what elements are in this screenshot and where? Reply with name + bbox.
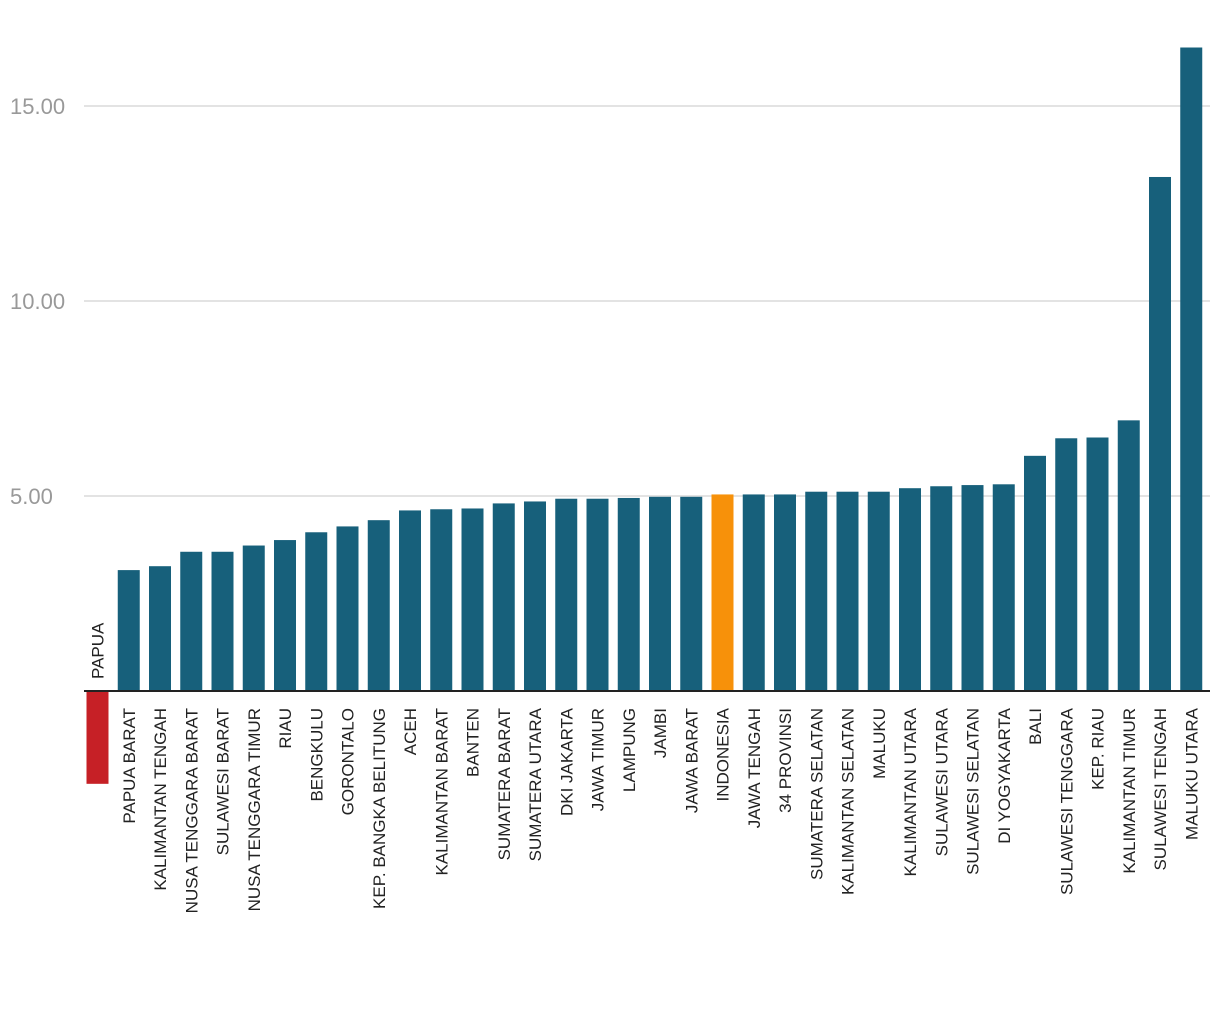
x-category-label: MALUKU UTARA <box>1182 707 1201 840</box>
bar <box>305 532 328 691</box>
bar <box>1117 420 1140 691</box>
x-category-label: SUMATERA BARAT <box>495 708 514 860</box>
x-category-label: JAWA BARAT <box>682 708 701 813</box>
gridlines <box>84 105 1210 497</box>
x-category-label: JAMBI <box>651 708 670 758</box>
x-category-label: KALIMANTAN UTARA <box>901 707 920 876</box>
y-axis-ticks: 5.00 10.00 15.00 <box>10 94 65 509</box>
x-category-label: SULAWESI TENGAH <box>1151 708 1170 870</box>
x-category-label: RIAU <box>276 708 295 749</box>
bar <box>992 484 1015 691</box>
x-category-label: MALUKU <box>870 708 889 779</box>
bar <box>711 494 734 691</box>
x-category-label: PAPUA <box>89 622 108 679</box>
bar <box>680 496 703 691</box>
x-category-label: SUMATERA SELATAN <box>807 708 826 880</box>
x-category-label: KALIMANTAN SELATAN <box>839 708 858 895</box>
x-category-label: SULAWESI BARAT <box>214 708 233 855</box>
bar <box>1086 437 1109 691</box>
bar <box>430 509 453 691</box>
bar <box>461 508 484 691</box>
bar <box>961 485 984 691</box>
bar <box>617 497 640 691</box>
x-category-label: BANTEN <box>464 708 483 777</box>
bar <box>242 545 265 691</box>
x-category-label: KALIMANTAN BARAT <box>432 708 451 876</box>
x-category-label: BALI <box>1026 708 1045 745</box>
bar <box>899 488 921 691</box>
bar <box>367 520 390 691</box>
bar <box>1149 176 1171 692</box>
x-category-label: INDONESIA <box>714 707 733 801</box>
bar <box>492 503 515 691</box>
bar <box>742 494 765 691</box>
bar <box>774 494 796 691</box>
y-tick-label: 5.00 <box>10 484 53 509</box>
x-axis-labels: PAPUA PAPUA BARAT KALIMANTAN TENGAH NUSA TE… <box>89 622 1202 913</box>
y-tick-label: 15.00 <box>10 94 65 119</box>
y-tick-label: 10.00 <box>10 289 65 314</box>
x-category-label: JAWA TENGAH <box>745 708 764 828</box>
x-category-label: SULAWESI SELATAN <box>964 708 983 875</box>
x-category-label: KEP. RIAU <box>1089 708 1108 790</box>
bar <box>274 540 296 691</box>
bar <box>399 510 421 691</box>
bar <box>149 566 171 691</box>
x-category-label: NUSA TENGGARA TIMUR <box>245 708 264 911</box>
x-category-label: KALIMANTAN TIMUR <box>1120 708 1139 874</box>
bar <box>180 551 203 691</box>
bar <box>836 491 859 691</box>
bar <box>586 498 609 691</box>
x-category-label: ACEH <box>401 708 420 755</box>
x-category-label: 34 PROVINSI <box>776 708 795 813</box>
bar <box>867 491 890 691</box>
x-category-label: KALIMANTAN TENGAH <box>151 708 170 891</box>
bar <box>1024 455 1046 691</box>
x-category-label: PAPUA BARAT <box>120 708 139 824</box>
x-category-label: GORONTALO <box>339 708 358 815</box>
bar <box>524 501 546 691</box>
x-category-label: DKI JAKARTA <box>557 707 576 816</box>
bar <box>117 570 140 691</box>
bars <box>86 47 1203 784</box>
bar <box>1180 47 1203 691</box>
bar <box>805 491 828 691</box>
bar <box>930 486 953 691</box>
bar <box>86 691 109 784</box>
bar <box>1055 438 1078 691</box>
x-category-label: LAMPUNG <box>620 708 639 792</box>
x-category-label: DI YOGYAKARTA <box>995 707 1014 843</box>
x-category-label: SULAWESI UTARA <box>932 707 951 856</box>
x-category-label: SUMATERA UTARA <box>526 707 545 861</box>
bar <box>555 498 578 691</box>
x-category-label: NUSA TENGGARA BARAT <box>182 708 201 913</box>
x-category-label: JAWA TIMUR <box>589 708 608 811</box>
bar <box>649 496 671 691</box>
bar <box>211 551 234 691</box>
bar <box>336 526 359 691</box>
x-category-label: KEP. BANGKA BELITUNG <box>370 708 389 909</box>
x-category-label: SULAWESI TENGGARA <box>1057 707 1076 895</box>
x-category-label: BENGKULU <box>307 708 326 802</box>
